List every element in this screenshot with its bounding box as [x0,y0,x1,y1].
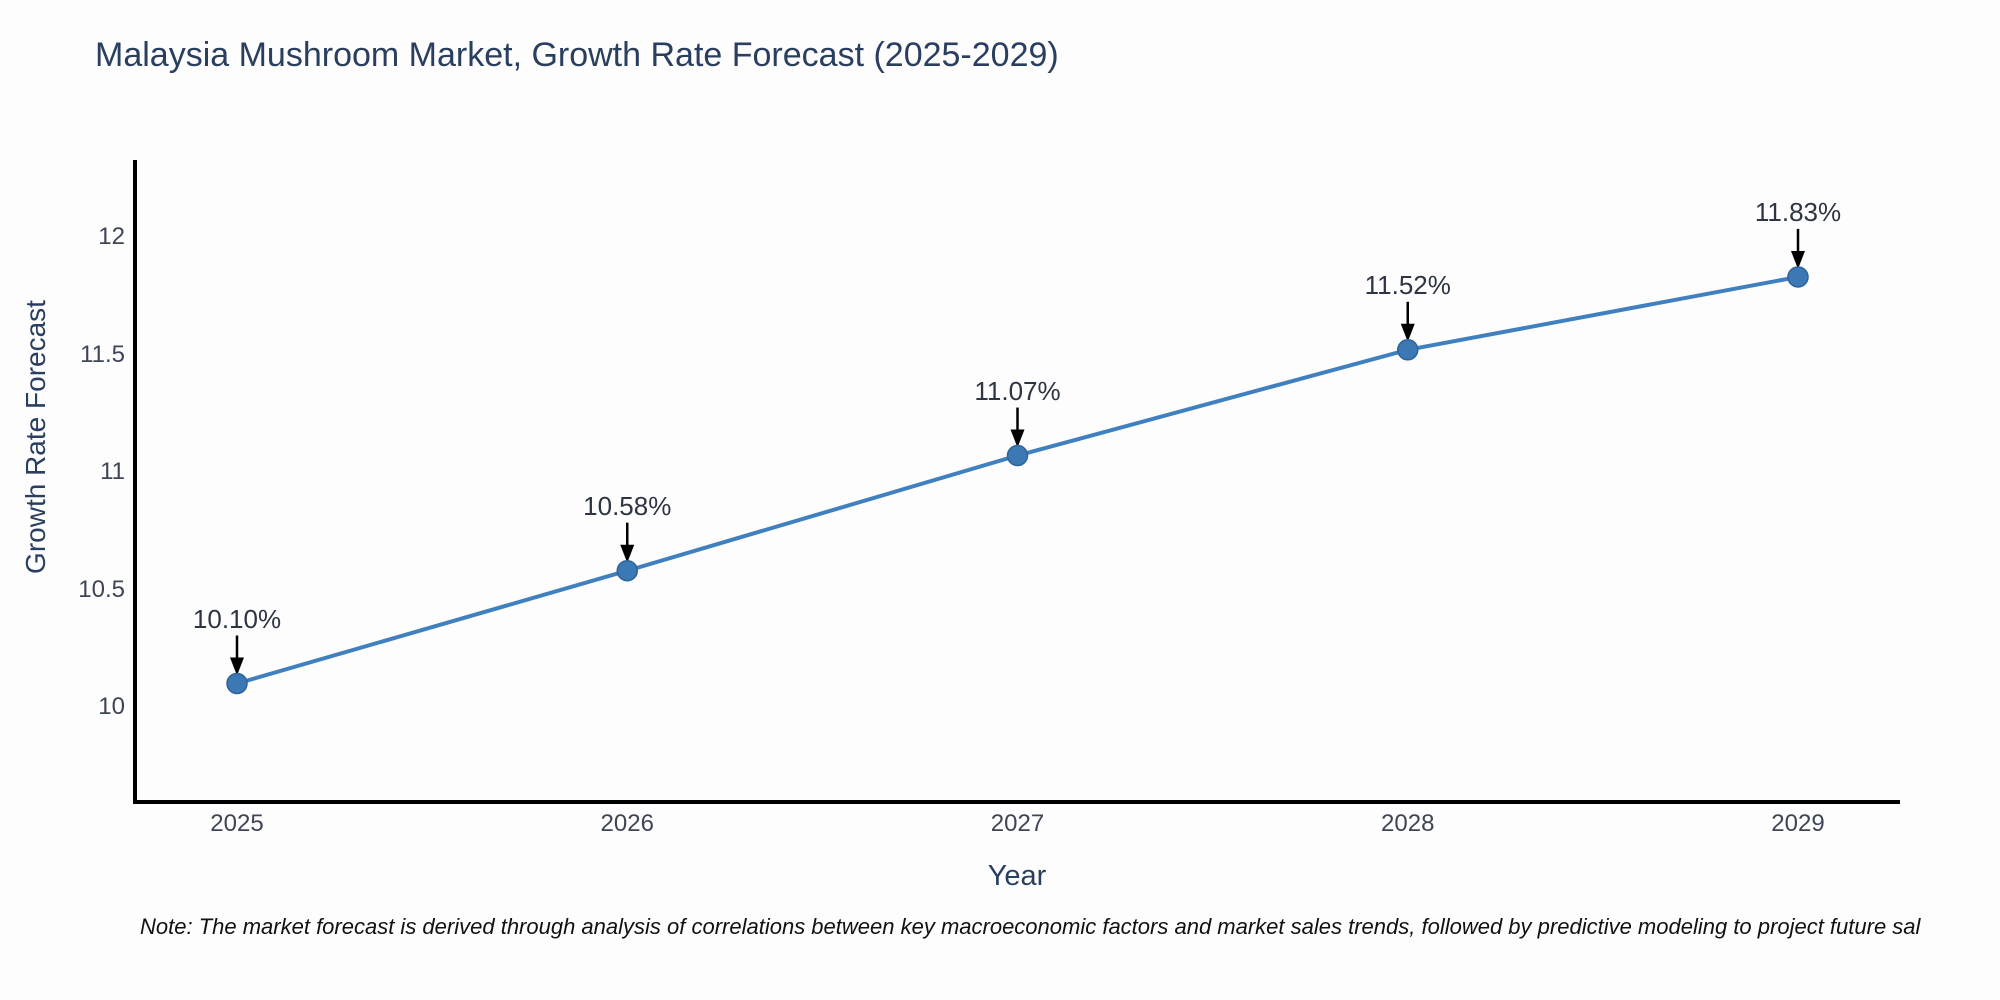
x-tick-label: 2025 [210,810,264,837]
y-tick-label: 11 [100,458,125,485]
data-point-marker[interactable] [1006,444,1029,467]
annotation-arrowhead [1791,250,1805,269]
data-point-value-label: 11.83% [1754,196,1842,227]
y-axis-title: Growth Rate Forecast [20,300,51,574]
footnote: Note: The market forecast is derived thr… [140,914,1921,939]
annotation-arrowhead [1010,429,1025,448]
data-point-value-label: 10.58% [583,490,672,521]
data-point-marker[interactable] [226,672,248,695]
annotation-arrowhead [620,544,635,563]
data-point-value-label: 11.07% [974,375,1061,406]
y-tick-label: 10 [98,693,125,720]
y-tick-label: 12 [98,223,125,250]
x-tick-label: 2027 [990,810,1045,837]
data-line [235,274,1800,686]
x-tick-label: 2029 [1771,810,1825,837]
data-point-marker[interactable] [1397,339,1419,361]
annotation-arrowhead [1400,323,1415,342]
y-tick-label: 11.5 [80,340,125,368]
y-tick-label: 10.5 [78,575,125,603]
x-tick-label: 2028 [1381,810,1435,837]
data-point-value-label: 10.10% [192,603,282,634]
annotation-arrowhead [230,657,244,676]
x-tick-label: 2026 [600,810,654,837]
chart-title: Malaysia Mushroom Market, Growth Rate Fo… [95,36,1059,74]
data-point-marker[interactable] [1787,266,1809,288]
data-point-marker[interactable] [616,559,638,582]
x-axis-title: Year [987,860,1047,892]
data-point-value-label: 11.52% [1364,269,1451,300]
